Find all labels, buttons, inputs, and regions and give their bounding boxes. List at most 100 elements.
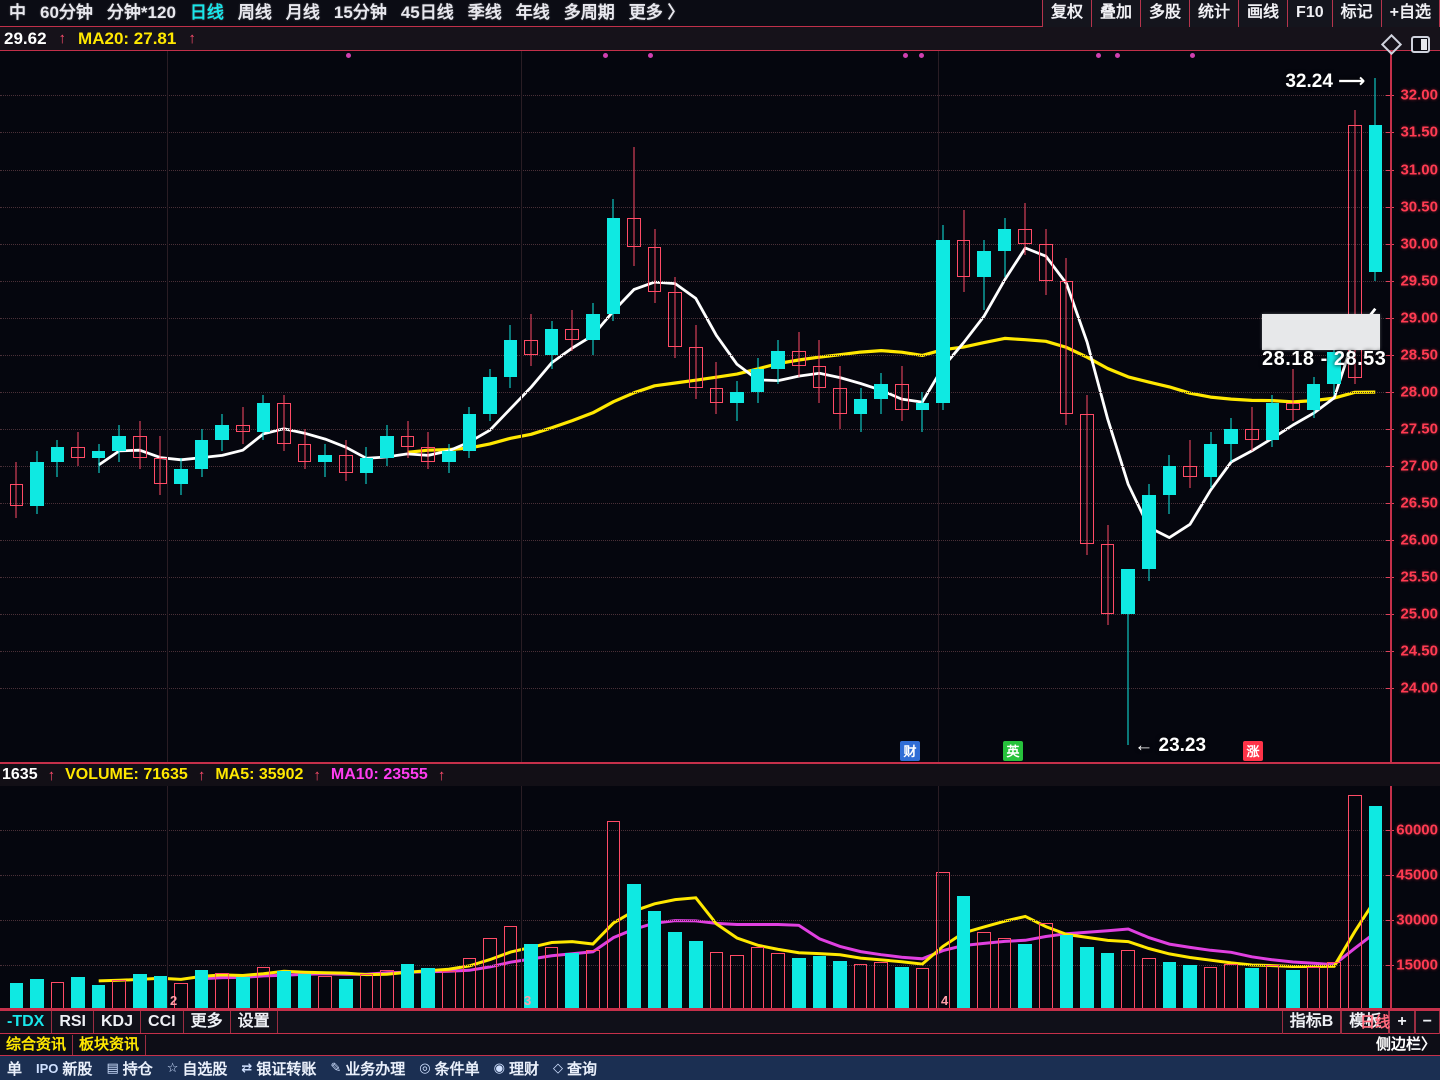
period-tab-partial[interactable]: 中 <box>9 3 26 22</box>
event-marker-涨[interactable]: 涨 <box>1243 741 1263 761</box>
period-tab-8[interactable]: 年线 <box>515 3 550 22</box>
high-price-annotation: 32.24 ⟶ <box>1285 70 1366 92</box>
tool-button-7[interactable]: +自选 <box>1380 0 1440 27</box>
period-tab-6[interactable]: 45日线 <box>400 3 454 22</box>
candlestick <box>153 436 168 496</box>
volume-bar <box>133 974 147 1010</box>
candlestick <box>586 302 600 355</box>
volume-bar <box>730 954 744 1010</box>
top-signal-dot-icon <box>919 53 924 58</box>
taskbar-item-1[interactable]: IPO 新股 <box>31 1058 97 1079</box>
volume-bar <box>1162 962 1177 1010</box>
indicator-button-5[interactable]: 设置 <box>231 1011 278 1033</box>
taskbar-item-4[interactable]: ⇄ 银证转账 <box>236 1058 321 1079</box>
taskbar-item-2[interactable]: ▤ 持仓 <box>101 1058 157 1079</box>
candlestick <box>1142 484 1156 581</box>
candlestick <box>174 458 188 496</box>
period-tab-3[interactable]: 周线 <box>237 3 272 22</box>
volume-ma5-arrow-icon: ↑ <box>313 766 321 784</box>
period-tab-2[interactable]: 日线 <box>189 3 224 22</box>
candlestick <box>936 225 950 411</box>
diamond-icon[interactable] <box>1380 33 1403 56</box>
period-tab-10[interactable]: 更多 〉 <box>628 3 685 22</box>
tool-button-1[interactable]: 叠加 <box>1090 0 1141 27</box>
volume-axis-label: 15000 <box>1396 956 1438 974</box>
tool-button-3[interactable]: 统计 <box>1189 0 1240 27</box>
volume-bar <box>236 977 250 1010</box>
indicator-button-3[interactable]: CCI <box>141 1011 184 1033</box>
candlestick <box>956 210 971 292</box>
volume-ma10-arrow-icon: ↑ <box>437 766 446 784</box>
period-tab-0[interactable]: 60分钟 <box>40 3 93 22</box>
price-gridline <box>0 169 1392 171</box>
candle-body <box>1203 443 1218 477</box>
split-view-icon[interactable] <box>1411 36 1430 53</box>
indicator-button-0[interactable]: -TDX <box>0 1011 53 1033</box>
taskbar-item-6[interactable]: ◎ 条件单 <box>414 1058 484 1079</box>
volume-bar <box>9 983 24 1010</box>
tool-button-5[interactable]: F10 <box>1287 0 1333 27</box>
top-signal-dot-icon <box>346 53 351 58</box>
tool-button-2[interactable]: 多股 <box>1140 0 1191 27</box>
news-button-1[interactable]: 板块资讯 <box>73 1034 147 1055</box>
taskbar-label: 持仓 <box>122 1060 153 1078</box>
candlestick <box>1245 406 1259 451</box>
indicator-control-2[interactable]: + <box>1389 1011 1415 1035</box>
period-tab-4[interactable]: 月线 <box>285 3 320 22</box>
taskbar-item-7[interactable]: ◉ 理财 <box>489 1058 544 1079</box>
taskbar-item-5[interactable]: ✎ 业务办理 <box>325 1058 410 1079</box>
volume-bar <box>1100 953 1115 1010</box>
indicator-button-1[interactable]: RSI <box>52 1011 94 1033</box>
time-gridline <box>167 785 168 1010</box>
top-signal-dot-icon <box>648 53 653 58</box>
candle-body <box>771 350 785 370</box>
volume-chart-pane[interactable]: 60000 45000 30000 15000 2 3 4 <box>0 785 1440 1010</box>
candle-wick <box>1189 439 1191 488</box>
candle-body <box>1224 428 1238 444</box>
candle-body <box>750 369 765 392</box>
candlestick <box>1100 525 1115 625</box>
volume-gridline <box>0 875 1392 876</box>
volume-bar <box>1183 965 1197 1010</box>
candle-body <box>153 458 168 485</box>
candle-body <box>112 436 127 451</box>
tool-button-0[interactable]: 复权 <box>1041 0 1092 27</box>
indicator-control-0[interactable]: 指标B <box>1281 1011 1342 1035</box>
candlestick <box>1306 376 1321 418</box>
volume-clip-value: 1635 <box>2 766 38 783</box>
period-tab-7[interactable]: 季线 <box>467 3 502 22</box>
top-tool-buttons: 复权 叠加 多股 统计 画线 F10 标记 +自选 <box>1041 0 1440 27</box>
taskbar-item-3[interactable]: ☆ 自选股 <box>162 1058 233 1079</box>
event-marker-财[interactable]: 财 <box>900 741 920 761</box>
tool-button-6[interactable]: 标记 <box>1331 0 1382 27</box>
event-marker-英[interactable]: 英 <box>1003 741 1023 761</box>
candlestick <box>915 391 930 433</box>
candlestick <box>689 325 703 400</box>
date-marker: 4 <box>941 993 949 1008</box>
period-tab-9[interactable]: 多周期 <box>563 3 615 22</box>
candle-wick <box>839 365 841 429</box>
dayline-indicator-label: 日线 <box>1359 1014 1390 1031</box>
indicator-control-1[interactable]: 模板 <box>1341 1011 1390 1035</box>
volume-bar <box>791 957 806 1010</box>
sidebar-toggle[interactable]: 侧边栏〉 <box>1375 1036 1436 1053</box>
taskbar-item-8[interactable]: ◇ 查询 <box>548 1058 602 1079</box>
price-axis-label: 28.50 <box>1400 346 1438 364</box>
candlestick <box>833 365 847 429</box>
period-tab-5[interactable]: 15分钟 <box>333 3 387 22</box>
candle-body <box>1306 384 1321 411</box>
price-chart-pane[interactable]: 32.00 31.50 31.00 30.50 30.00 29.50 29.00 28.50… <box>0 51 1440 762</box>
candlestick <box>874 373 888 414</box>
tool-button-4[interactable]: 画线 <box>1238 0 1289 27</box>
candle-body <box>565 328 580 340</box>
indicator-control-3[interactable]: − <box>1414 1011 1440 1035</box>
indicator-button-4[interactable]: 更多 <box>184 1011 231 1033</box>
volume-bar <box>1018 944 1033 1010</box>
taskbar-item-0[interactable]: 单 <box>2 1058 27 1079</box>
indicator-button-2[interactable]: KDJ <box>94 1011 142 1033</box>
candle-wick <box>901 365 903 422</box>
candlestick <box>709 362 724 414</box>
news-button-0[interactable]: 综合资讯 <box>0 1034 74 1055</box>
period-tab-1[interactable]: 分钟*120 <box>106 3 176 22</box>
candlestick <box>1162 454 1177 514</box>
